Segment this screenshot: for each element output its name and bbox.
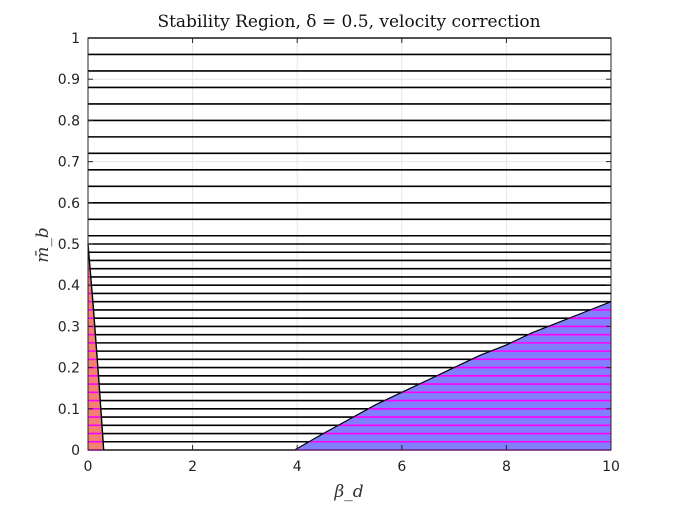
y-tick-label: 0.1	[58, 402, 80, 418]
y-tick-label: 0.7	[58, 155, 80, 171]
chart-title: Stability Region, δ = 0.5, velocity corr…	[157, 12, 540, 32]
x-tick-label: 10	[602, 459, 620, 475]
x-tick-label: 2	[188, 459, 197, 475]
y-tick-label: 0.5	[58, 237, 80, 253]
y-tick-label: 0.4	[58, 278, 80, 294]
x-tick-label: 8	[502, 459, 511, 475]
blue-region-boundary	[294, 301, 612, 451]
plot-area: 0 2 4 6 8 10 0 0.1 0.2 0.3 0.4 0.5 0.6 0.7 0.8 0.9 1	[58, 31, 620, 475]
y-tick-label: 1	[71, 31, 80, 47]
y-tick-label: 0.3	[58, 319, 80, 335]
red-region-boundary	[87, 243, 105, 451]
y-tick-label: 0.8	[58, 113, 80, 129]
y-tick-label: 0.9	[58, 72, 80, 88]
x-axis-label: β_d	[333, 482, 363, 502]
y-axis-label: m̄_b	[33, 227, 53, 263]
y-tick-label: 0.2	[58, 361, 80, 377]
x-tick-label: 4	[293, 459, 302, 475]
x-tick-label: 0	[84, 459, 93, 475]
x-tick-label: 6	[397, 459, 406, 475]
y-tick-label: 0.6	[58, 196, 80, 212]
y-tick-label: 0	[71, 443, 80, 459]
